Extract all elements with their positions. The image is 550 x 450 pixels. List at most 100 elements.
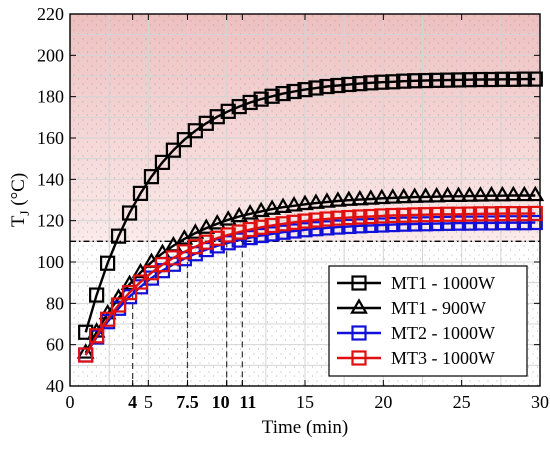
- data-point-triangle: [460, 186, 479, 202]
- data-point-square: [231, 224, 247, 240]
- data-point-square: [483, 206, 500, 222]
- data-point-triangle: [416, 187, 435, 203]
- data-point-square: [176, 244, 192, 260]
- series-3: [78, 205, 543, 363]
- data-point-square: [187, 239, 203, 255]
- data-point-triangle: [526, 185, 545, 202]
- data-point-square: [319, 220, 335, 236]
- data-point-square: [89, 287, 105, 303]
- data-point-square: [352, 76, 368, 92]
- data-point-triangle: [274, 197, 292, 213]
- data-point-square: [242, 221, 258, 238]
- data-point-square: [264, 88, 280, 104]
- data-point-triangle: [438, 186, 457, 203]
- data-point-square: [363, 208, 379, 225]
- data-point-square: [89, 328, 105, 344]
- data-point-square: [472, 206, 489, 222]
- data-point-triangle: [328, 191, 347, 207]
- data-point-square: [297, 82, 313, 98]
- data-point-square: [242, 94, 258, 111]
- data-point-square: [363, 75, 379, 91]
- legend-label: MT2 - 1000W: [391, 323, 495, 343]
- data-point-square: [439, 72, 456, 88]
- data-point-square: [220, 235, 236, 251]
- y-tick-label: 200: [37, 45, 64, 65]
- data-point-square: [220, 103, 236, 119]
- data-point-square: [209, 230, 225, 246]
- data-point-square: [341, 209, 357, 226]
- y-tick-label: 40: [46, 376, 64, 396]
- data-point-square: [308, 80, 324, 96]
- data-point-square: [110, 297, 127, 313]
- data-point-square: [308, 212, 324, 228]
- y-tick-label: 80: [46, 293, 64, 313]
- data-point-triangle: [504, 185, 523, 202]
- data-point-square: [351, 350, 367, 366]
- data-point-square: [231, 232, 247, 248]
- data-point-square: [341, 76, 357, 93]
- data-point-triangle: [493, 185, 512, 202]
- data-point-square: [374, 208, 390, 224]
- data-point-square: [351, 325, 367, 341]
- data-point-square: [407, 73, 423, 89]
- data-point-square: [330, 77, 346, 94]
- y-tick-label: 160: [37, 128, 64, 148]
- data-point-square: [472, 71, 489, 88]
- y-axis-title-sub: J: [17, 211, 32, 216]
- data-point-square: [352, 209, 368, 225]
- data-point-square: [341, 218, 357, 235]
- legend-label: MT1 - 900W: [391, 298, 486, 318]
- data-point-triangle: [230, 206, 249, 223]
- data-point-square: [483, 215, 500, 231]
- data-point-triangle: [427, 186, 446, 203]
- data-point-triangle: [394, 187, 413, 204]
- data-point-square: [439, 206, 456, 222]
- data-point-square: [461, 215, 478, 231]
- x-tick-label: 20: [374, 392, 392, 412]
- data-point-triangle: [350, 189, 369, 206]
- data-point-triangle: [449, 186, 468, 203]
- data-point-triangle: [318, 192, 336, 208]
- data-point-square: [483, 71, 500, 88]
- series-2: [78, 214, 543, 363]
- series-0: [78, 71, 543, 340]
- y-tick-label: 220: [37, 4, 64, 24]
- data-point-square: [429, 72, 445, 88]
- data-point-triangle: [350, 298, 368, 314]
- data-point-square: [439, 215, 456, 231]
- x-tick-label: 0: [66, 392, 75, 412]
- legend: MT1 - 1000W MT1 - 900W MT2 - 1000W MT3 - 10…: [328, 265, 528, 377]
- data-point-square: [121, 205, 138, 221]
- data-point-triangle: [252, 201, 271, 218]
- data-point-square: [505, 71, 521, 87]
- x-axis-title: Time (min): [262, 417, 348, 438]
- data-point-square: [461, 206, 478, 222]
- data-point-triangle: [361, 189, 380, 205]
- data-point-square: [99, 255, 116, 271]
- data-point-square: [450, 215, 467, 231]
- data-point-square: [121, 284, 138, 301]
- x-tick-label-bold: 7.5: [176, 392, 199, 412]
- legend-entry: MT1 - 1000W: [337, 273, 495, 293]
- data-point-triangle: [405, 187, 424, 203]
- data-point-square: [385, 207, 401, 224]
- x-tick-label: 30: [531, 392, 549, 412]
- data-point-square: [264, 217, 280, 234]
- y-tick-label: 180: [37, 87, 64, 107]
- data-point-square: [231, 98, 247, 115]
- data-point-square: [275, 85, 291, 102]
- data-point-square: [429, 206, 445, 223]
- data-point-square: [450, 206, 467, 222]
- data-point-triangle: [339, 190, 358, 206]
- data-point-square: [407, 207, 423, 223]
- data-point-square: [253, 91, 269, 107]
- y-tick-label: 120: [37, 211, 64, 231]
- data-point-square: [527, 71, 543, 87]
- y-tick-label: 60: [46, 335, 64, 355]
- x-tick-label-bold: 10: [212, 392, 230, 412]
- data-point-square: [461, 72, 478, 88]
- data-point-square: [527, 214, 543, 231]
- data-point-triangle: [219, 210, 238, 226]
- x-tick-label-bold: 11: [239, 392, 256, 412]
